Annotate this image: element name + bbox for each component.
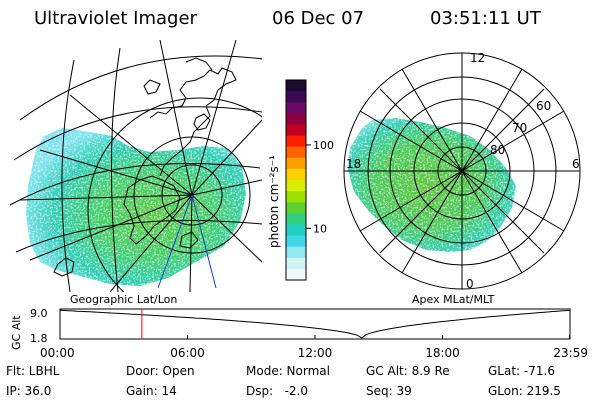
timeline-y-tick-max: 9.0 (30, 307, 48, 320)
apex-map: 12 18 6 0 60 70 80 (343, 51, 581, 291)
info-gain: Gain: 14 (126, 384, 177, 398)
geographic-auroral-emission (26, 128, 246, 286)
instrument-title: Ultraviolet Imager (34, 8, 198, 29)
colorbar-cell (286, 102, 306, 114)
info-gc-alt: GC Alt: 8.9 Re (366, 364, 450, 378)
info-dsp: Dsp: -2.0 (246, 384, 308, 398)
image-time: 03:51:11 UT (430, 8, 542, 29)
colorbar-cell (286, 146, 306, 159)
timeline-x-tick-label: 12:00 (298, 346, 333, 360)
timeline-frame (59, 308, 571, 340)
geographic-panel-label: Geographic Lat/Lon (70, 293, 177, 306)
altitude-curve (59, 309, 571, 339)
info-door: Door: Open (126, 364, 195, 378)
apex-panel-label: Apex MLat/MLT (412, 293, 495, 306)
geographic-grid (9, 39, 262, 292)
timeline-x-tick-label: 06:00 (170, 346, 205, 360)
colorbar-cell (286, 202, 306, 214)
colorbar-frame (285, 79, 307, 281)
image-date: 06 Dec 07 (272, 8, 364, 29)
colorbar-cell (286, 180, 306, 192)
timeline-x-tick-label: 00:00 (40, 346, 75, 360)
mlt-label-0: 0 (466, 277, 474, 291)
colorbar-tick-label: 100 (313, 139, 334, 152)
info-glon: GLon: 219.5 (488, 384, 561, 398)
mlat-label-70: 70 (512, 121, 527, 135)
colorbar-cell (286, 246, 306, 259)
colorbar: 100 10 photon cm⁻²s⁻¹ (267, 79, 334, 281)
colorbar-ticks: 100 10 (306, 139, 334, 235)
timeline-x-tick-label: 18:00 (425, 346, 460, 360)
info-row-1: Flt: LBHL Door: Open Mode: Normal GC Alt… (6, 364, 555, 378)
colorbar-unit-label: photon cm⁻²s⁻¹ (267, 155, 281, 248)
colorbar-cell (286, 135, 306, 148)
colorbar-cell (286, 213, 306, 226)
satellite-track (157, 194, 193, 289)
info-seq: Seq: 39 (366, 384, 412, 398)
colorbar-cell (286, 113, 306, 126)
colorbar-cell (286, 157, 306, 170)
info-mode: Mode: Normal (246, 364, 330, 378)
coastline-north (143, 57, 237, 177)
info-row-2: IP: 36.0 Gain: 14 Dsp: -2.0 Seq: 39 GLon… (6, 384, 561, 398)
colorbar-cell (286, 235, 306, 248)
info-glat: GLat: -71.6 (488, 364, 555, 378)
apex-auroral-emission (348, 118, 516, 252)
mlat-label-60: 60 (536, 99, 551, 113)
mlt-label-12: 12 (470, 51, 485, 65)
mlat-label-80: 80 (490, 143, 505, 157)
colorbar-cell (286, 80, 306, 92)
timeline-x-tick-label: 23:59 (553, 346, 588, 360)
colorbar-cell (286, 268, 306, 281)
satellite-track-2 (191, 194, 217, 289)
colorbar-cell (286, 257, 306, 270)
colorbar-scale (286, 80, 306, 281)
info-filter: Flt: LBHL (6, 364, 60, 378)
altitude-timeline: GC Alt 9.0 1.8 00:00 06:00 12:00 18:00 23:59 (10, 307, 588, 360)
colorbar-cell (286, 124, 306, 137)
colorbar-tick-label: 10 (313, 222, 327, 235)
geographic-map (9, 39, 262, 292)
colorbar-cell (286, 91, 306, 103)
timeline-y-tick-min: 1.8 (30, 332, 48, 345)
colorbar-cell (286, 191, 306, 203)
mlt-label-6: 6 (572, 157, 580, 171)
timeline-y-axis-label: GC Alt (10, 315, 23, 350)
mlt-label-18: 18 (346, 157, 361, 171)
apex-grid (343, 52, 581, 290)
info-ip: IP: 36.0 (6, 384, 51, 398)
colorbar-cell (286, 224, 306, 237)
timeline-x-ticks: 00:00 06:00 12:00 18:00 23:59 (40, 335, 588, 360)
colorbar-cell (286, 168, 306, 181)
